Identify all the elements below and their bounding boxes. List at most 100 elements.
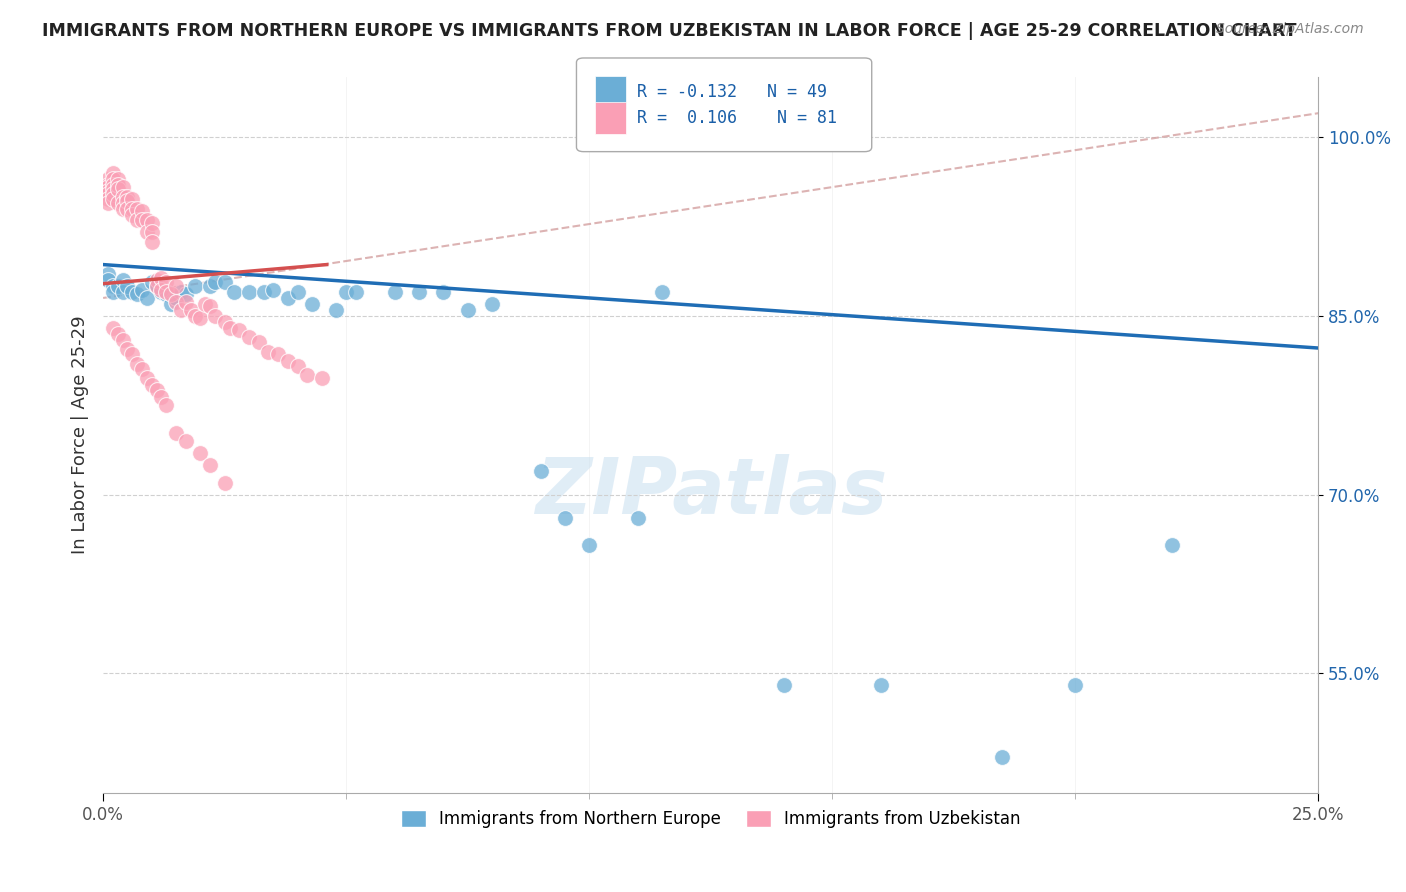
Point — [869, 678, 891, 692]
Point — [257, 344, 280, 359]
Point — [141, 226, 163, 240]
Point — [180, 302, 202, 317]
Point — [121, 192, 143, 206]
Point — [627, 511, 650, 525]
Point — [170, 302, 193, 317]
Point — [297, 368, 319, 383]
Point — [111, 333, 134, 347]
Point — [107, 178, 129, 192]
Text: Source: ZipAtlas.com: Source: ZipAtlas.com — [1216, 22, 1364, 37]
Point — [141, 276, 163, 290]
Point — [214, 475, 236, 490]
Legend: Immigrants from Northern Europe, Immigrants from Uzbekistan: Immigrants from Northern Europe, Immigra… — [394, 803, 1028, 834]
Point — [97, 180, 120, 194]
Point — [101, 166, 124, 180]
Point — [1064, 678, 1087, 692]
Point — [117, 279, 139, 293]
Point — [188, 311, 211, 326]
Point — [101, 182, 124, 196]
Point — [247, 334, 270, 349]
Point — [262, 283, 284, 297]
Point — [150, 283, 173, 297]
Y-axis label: In Labor Force | Age 25-29: In Labor Force | Age 25-29 — [72, 316, 89, 554]
Point — [145, 383, 167, 397]
Point — [127, 357, 149, 371]
Point — [204, 276, 226, 290]
Point — [287, 359, 309, 373]
Point — [578, 538, 600, 552]
Point — [344, 285, 367, 299]
Point — [155, 285, 177, 299]
Point — [554, 511, 576, 525]
Point — [165, 279, 187, 293]
Point — [150, 285, 173, 299]
Point — [325, 302, 347, 317]
Point — [188, 446, 211, 460]
Point — [107, 195, 129, 210]
Point — [117, 189, 139, 203]
Point — [165, 425, 187, 440]
Point — [141, 378, 163, 392]
Point — [772, 678, 794, 692]
Point — [135, 226, 157, 240]
Point — [97, 178, 120, 192]
Point — [97, 171, 120, 186]
Point — [991, 750, 1014, 764]
Point — [301, 297, 323, 311]
Point — [127, 202, 149, 216]
Point — [238, 285, 260, 299]
Point — [141, 235, 163, 249]
Text: R = -0.132   N = 49: R = -0.132 N = 49 — [637, 83, 827, 101]
Point — [214, 276, 236, 290]
Point — [160, 297, 183, 311]
Point — [97, 187, 120, 202]
Point — [111, 202, 134, 216]
Point — [155, 287, 177, 301]
Point — [101, 171, 124, 186]
Point — [150, 390, 173, 404]
Point — [107, 182, 129, 196]
Point — [155, 398, 177, 412]
Point — [481, 297, 503, 311]
Point — [214, 315, 236, 329]
Point — [121, 202, 143, 216]
Point — [145, 279, 167, 293]
Point — [165, 294, 187, 309]
Point — [111, 195, 134, 210]
Point — [432, 285, 454, 299]
Point — [145, 279, 167, 293]
Point — [145, 273, 167, 287]
Point — [218, 320, 240, 334]
Point — [228, 323, 250, 337]
Point — [198, 279, 221, 293]
Point — [184, 309, 207, 323]
Point — [457, 302, 479, 317]
Point — [135, 291, 157, 305]
Point — [97, 267, 120, 281]
Point — [101, 192, 124, 206]
Point — [224, 285, 246, 299]
Point — [111, 180, 134, 194]
Point — [141, 216, 163, 230]
Point — [135, 213, 157, 227]
Point — [121, 347, 143, 361]
Point — [117, 202, 139, 216]
Point — [204, 309, 226, 323]
Point — [267, 347, 290, 361]
Point — [198, 458, 221, 472]
Point — [174, 287, 197, 301]
Point — [194, 297, 217, 311]
Point — [277, 354, 299, 368]
Point — [131, 213, 153, 227]
Point — [97, 192, 120, 206]
Point — [174, 294, 197, 309]
Text: IMMIGRANTS FROM NORTHERN EUROPE VS IMMIGRANTS FROM UZBEKISTAN IN LABOR FORCE | A: IMMIGRANTS FROM NORTHERN EUROPE VS IMMIG… — [42, 22, 1296, 40]
Point — [97, 195, 120, 210]
Point — [170, 285, 193, 299]
Point — [127, 213, 149, 227]
Text: R =  0.106    N = 81: R = 0.106 N = 81 — [637, 109, 837, 127]
Point — [111, 285, 134, 299]
Point — [335, 285, 357, 299]
Point — [131, 283, 153, 297]
Point — [287, 285, 309, 299]
